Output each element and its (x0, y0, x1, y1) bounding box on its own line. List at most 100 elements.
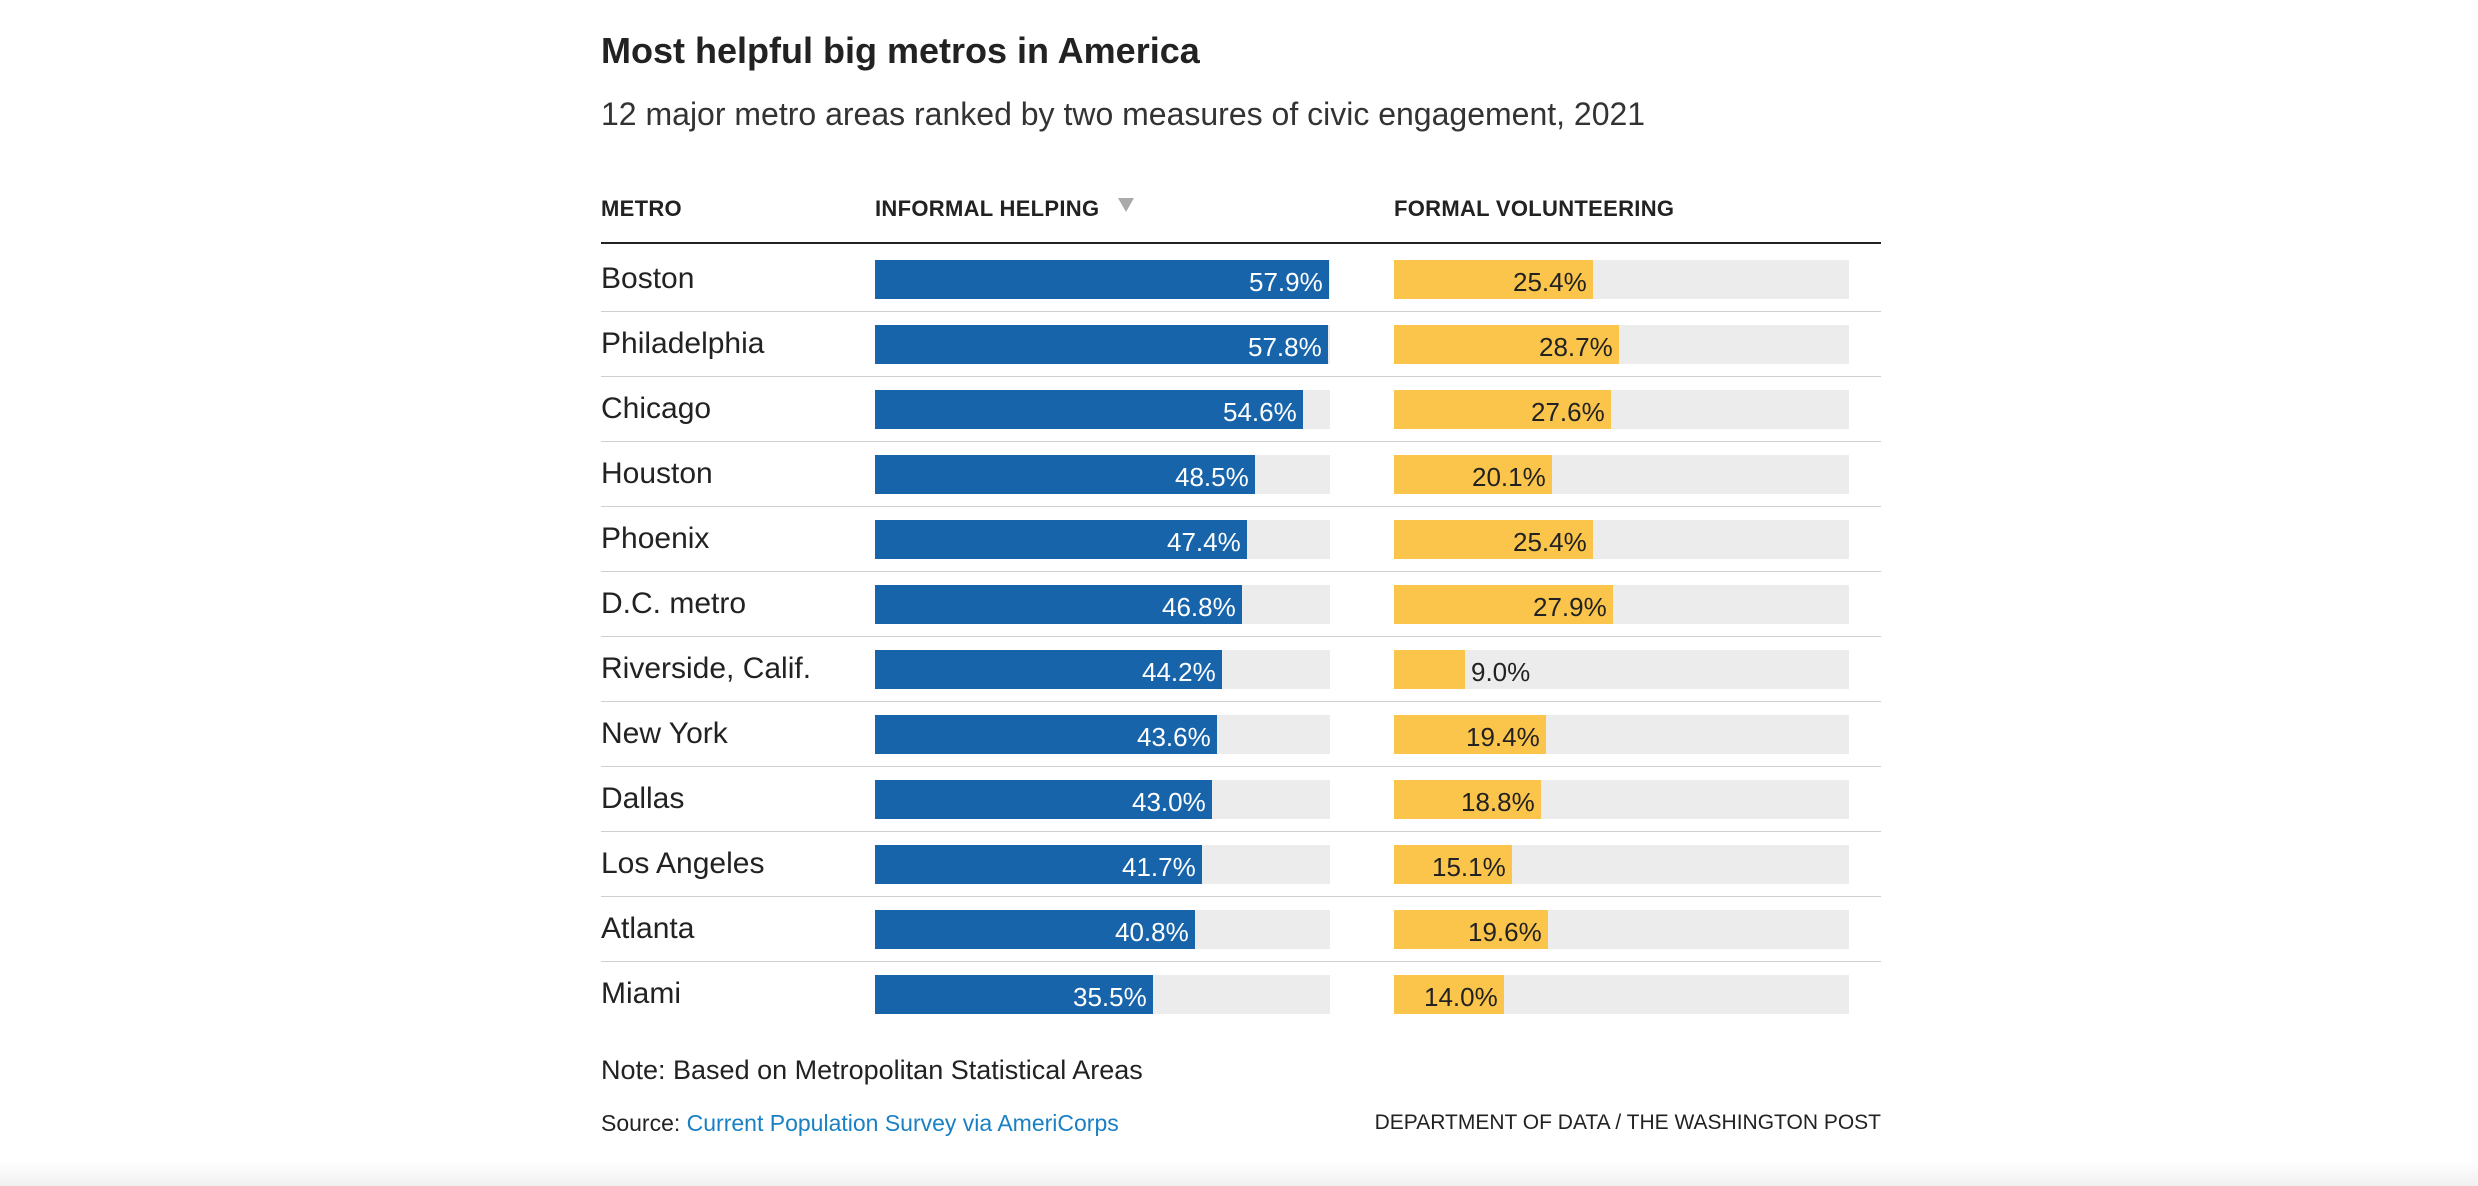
row-divider (601, 571, 1881, 572)
chart-subtitle: 12 major metro areas ranked by two measu… (601, 96, 1646, 132)
chart-credit: DEPARTMENT OF DATA / THE WASHINGTON POST (1374, 1111, 1881, 1134)
metro-name: Dallas (601, 782, 685, 815)
row-divider (601, 896, 1881, 897)
informal-bar (875, 715, 1217, 754)
formal-track: 19.6% (1394, 910, 1849, 949)
column-header-formal-volunteering[interactable]: FORMAL VOLUNTEERING (1394, 196, 1675, 221)
formal-bar (1394, 845, 1512, 884)
formal-value-label: 9.0% (1471, 657, 1531, 687)
informal-value-label: 41.7% (1122, 852, 1196, 882)
row-divider (601, 961, 1881, 962)
column-header-metro[interactable]: METRO (601, 196, 682, 221)
table-row: Los Angeles 41.7% 15.1% (601, 832, 1881, 897)
informal-track: 47.4% (875, 520, 1330, 559)
formal-value-label: 27.9% (1533, 592, 1607, 622)
formal-value-label: 14.0% (1424, 982, 1498, 1012)
informal-track: 43.6% (875, 715, 1330, 754)
formal-bar (1394, 975, 1504, 1014)
row-divider (601, 376, 1881, 377)
formal-track: 28.7% (1394, 325, 1849, 364)
informal-value-label: 46.8% (1162, 592, 1236, 622)
metro-name: Phoenix (601, 522, 710, 555)
formal-bar (1394, 715, 1546, 754)
informal-track: 54.6% (875, 390, 1330, 429)
formal-track: 20.1% (1394, 455, 1849, 494)
formal-track: 27.6% (1394, 390, 1849, 429)
chart-container: Most helpful big metros in America 12 ma… (601, 0, 1881, 1186)
page-footer-band (0, 1162, 2478, 1186)
formal-track: 18.8% (1394, 780, 1849, 819)
table-row: Miami 35.5% 14.0% (601, 962, 1881, 1027)
formal-track: 9.0% (1394, 650, 1849, 689)
metro-name: Boston (601, 262, 695, 295)
informal-track: 44.2% (875, 650, 1330, 689)
formal-track: 15.1% (1394, 845, 1849, 884)
formal-track: 27.9% (1394, 585, 1849, 624)
formal-value-label: 25.4% (1513, 527, 1587, 557)
row-divider (601, 766, 1881, 767)
row-divider (601, 636, 1881, 637)
row-divider (601, 441, 1881, 442)
formal-value-label: 28.7% (1539, 332, 1613, 362)
informal-value-label: 57.9% (1249, 267, 1323, 297)
informal-value-label: 44.2% (1142, 657, 1216, 687)
informal-bar (875, 780, 1212, 819)
informal-track: 48.5% (875, 455, 1330, 494)
formal-value-label: 27.6% (1531, 397, 1605, 427)
formal-bar (1394, 260, 1593, 299)
header-rule (601, 242, 1881, 244)
table-row: Atlanta 40.8% 19.6% (601, 897, 1881, 962)
formal-bar (1394, 650, 1465, 689)
formal-value-label: 19.6% (1468, 917, 1542, 947)
formal-bar (1394, 910, 1548, 949)
informal-value-label: 40.8% (1115, 917, 1189, 947)
informal-value-label: 35.5% (1073, 982, 1147, 1012)
informal-bar (875, 910, 1195, 949)
informal-bar (875, 260, 1329, 299)
source-prefix: Source: (601, 1110, 687, 1136)
source-link[interactable]: Current Population Survey via AmeriCorps (686, 1110, 1119, 1136)
table-row: Houston 48.5% 20.1% (601, 442, 1881, 507)
row-divider (601, 701, 1881, 702)
table-row: Philadelphia 57.8% 28.7% (601, 312, 1881, 377)
informal-value-label: 47.4% (1167, 527, 1241, 557)
formal-bar (1394, 390, 1611, 429)
metro-name: Los Angeles (601, 847, 765, 880)
formal-value-label: 20.1% (1472, 462, 1546, 492)
informal-value-label: 54.6% (1223, 397, 1297, 427)
table-row: D.C. metro 46.8% 27.9% (601, 572, 1881, 637)
formal-track: 25.4% (1394, 260, 1849, 299)
informal-track: 43.0% (875, 780, 1330, 819)
informal-bar (875, 325, 1328, 364)
formal-bar (1394, 325, 1619, 364)
row-divider (601, 506, 1881, 507)
formal-value-label: 19.4% (1466, 722, 1540, 752)
informal-bar (875, 390, 1303, 429)
metro-name: Houston (601, 457, 713, 490)
informal-bar (875, 585, 1242, 624)
table-row: Riverside, Calif. 44.2% 9.0% (601, 637, 1881, 702)
informal-bar (875, 845, 1202, 884)
metro-name: New York (601, 717, 728, 750)
row-divider (601, 311, 1881, 312)
metro-name: Philadelphia (601, 327, 765, 360)
metro-name: D.C. metro (601, 587, 747, 620)
informal-bar (875, 520, 1247, 559)
metro-name: Atlanta (601, 912, 695, 945)
chart-note: Note: Based on Metropolitan Statistical … (601, 1055, 1143, 1085)
table-row: Dallas 43.0% 18.8% (601, 767, 1881, 832)
table-row: Phoenix 47.4% 25.4% (601, 507, 1881, 572)
formal-bar (1394, 780, 1541, 819)
informal-track: 46.8% (875, 585, 1330, 624)
formal-bar (1394, 585, 1613, 624)
table-row: Boston 57.9% 25.4% (601, 247, 1881, 312)
formal-track: 25.4% (1394, 520, 1849, 559)
informal-track: 40.8% (875, 910, 1330, 949)
row-divider (601, 831, 1881, 832)
informal-value-label: 43.6% (1137, 722, 1211, 752)
column-header-informal-helping[interactable]: INFORMAL HELPING (875, 196, 1100, 221)
sort-down-triangle-icon[interactable] (1118, 198, 1134, 212)
informal-track: 41.7% (875, 845, 1330, 884)
metro-name: Riverside, Calif. (601, 652, 812, 685)
metro-name: Chicago (601, 392, 712, 425)
